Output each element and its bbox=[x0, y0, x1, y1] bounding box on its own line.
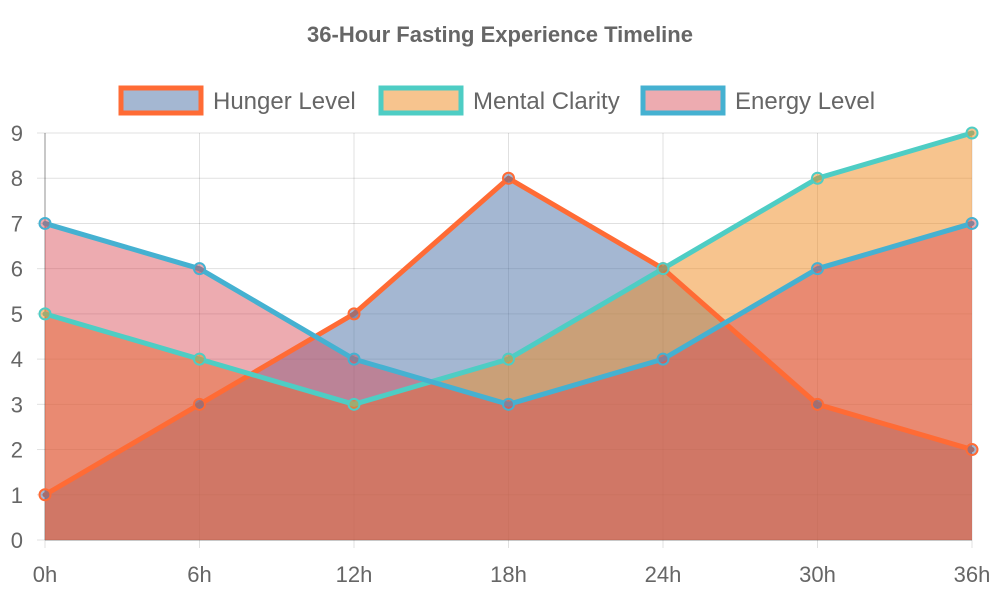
y-tick-label: 5 bbox=[11, 302, 23, 327]
y-tick-label: 2 bbox=[11, 438, 23, 463]
y-tick-label: 3 bbox=[11, 392, 23, 417]
point-mental-clarity-30h bbox=[811, 171, 824, 185]
point-energy-level-18h bbox=[502, 397, 515, 411]
series-points bbox=[38, 126, 979, 502]
point-hunger-level-18h bbox=[502, 171, 515, 185]
x-tick-label: 0h bbox=[33, 562, 57, 587]
y-tick-label: 9 bbox=[11, 121, 23, 146]
point-energy-level-6h bbox=[193, 262, 206, 276]
y-tick-label: 6 bbox=[11, 257, 23, 282]
point-mental-clarity-24h bbox=[656, 262, 670, 276]
x-tick-label: 30h bbox=[799, 562, 836, 587]
point-mental-clarity-36h bbox=[965, 126, 979, 140]
point-mental-clarity-0h bbox=[38, 307, 52, 321]
legend-swatch-mental-clarity bbox=[378, 85, 464, 116]
x-tick-label: 36h bbox=[954, 562, 991, 587]
point-hunger-level-6h bbox=[193, 397, 206, 411]
x-tick-label: 24h bbox=[645, 562, 682, 587]
y-tick-label: 0 bbox=[11, 528, 23, 553]
x-tick-label: 6h bbox=[187, 562, 211, 587]
line-energy-level bbox=[42, 220, 975, 407]
legend: Hunger Level Mental Clarity Energy Level bbox=[118, 85, 875, 116]
point-energy-level-24h bbox=[656, 352, 670, 366]
point-mental-clarity-12h bbox=[347, 397, 361, 411]
legend-label-mental-clarity: Mental Clarity bbox=[473, 88, 620, 115]
y-tick-label: 4 bbox=[11, 347, 23, 372]
legend-label-energy-level: Energy Level bbox=[735, 88, 875, 115]
series-areas bbox=[45, 133, 972, 540]
area-energy-level bbox=[45, 223, 972, 540]
axis-ticks: 0 1 2 3 4 5 6 7 8 9 0h 6h 12h 18h 24h 30h 36h bbox=[11, 121, 991, 587]
point-energy-level-30h bbox=[811, 262, 824, 276]
point-hunger-level-36h bbox=[965, 443, 979, 457]
point-hunger-level-0h bbox=[38, 488, 52, 502]
legend-label-hunger-level: Hunger Level bbox=[213, 88, 356, 115]
y-tick-label: 1 bbox=[11, 483, 23, 508]
point-energy-level-0h bbox=[38, 216, 52, 230]
area-mental-clarity bbox=[45, 133, 972, 540]
point-mental-clarity-6h bbox=[193, 352, 206, 366]
point-hunger-level-30h bbox=[811, 397, 824, 411]
y-tick-label: 8 bbox=[11, 166, 23, 191]
point-hunger-level-12h bbox=[347, 307, 361, 321]
chart-title: 36-Hour Fasting Experience Timeline bbox=[307, 22, 693, 47]
point-energy-level-36h bbox=[965, 216, 979, 230]
x-tick-label: 12h bbox=[336, 562, 373, 587]
x-tick-label: 18h bbox=[490, 562, 527, 587]
legend-swatch-energy-level bbox=[640, 85, 726, 116]
point-energy-level-12h bbox=[347, 352, 361, 366]
point-mental-clarity-18h bbox=[502, 352, 515, 366]
legend-swatch-hunger-level bbox=[118, 85, 204, 116]
y-tick-label: 7 bbox=[11, 211, 23, 236]
